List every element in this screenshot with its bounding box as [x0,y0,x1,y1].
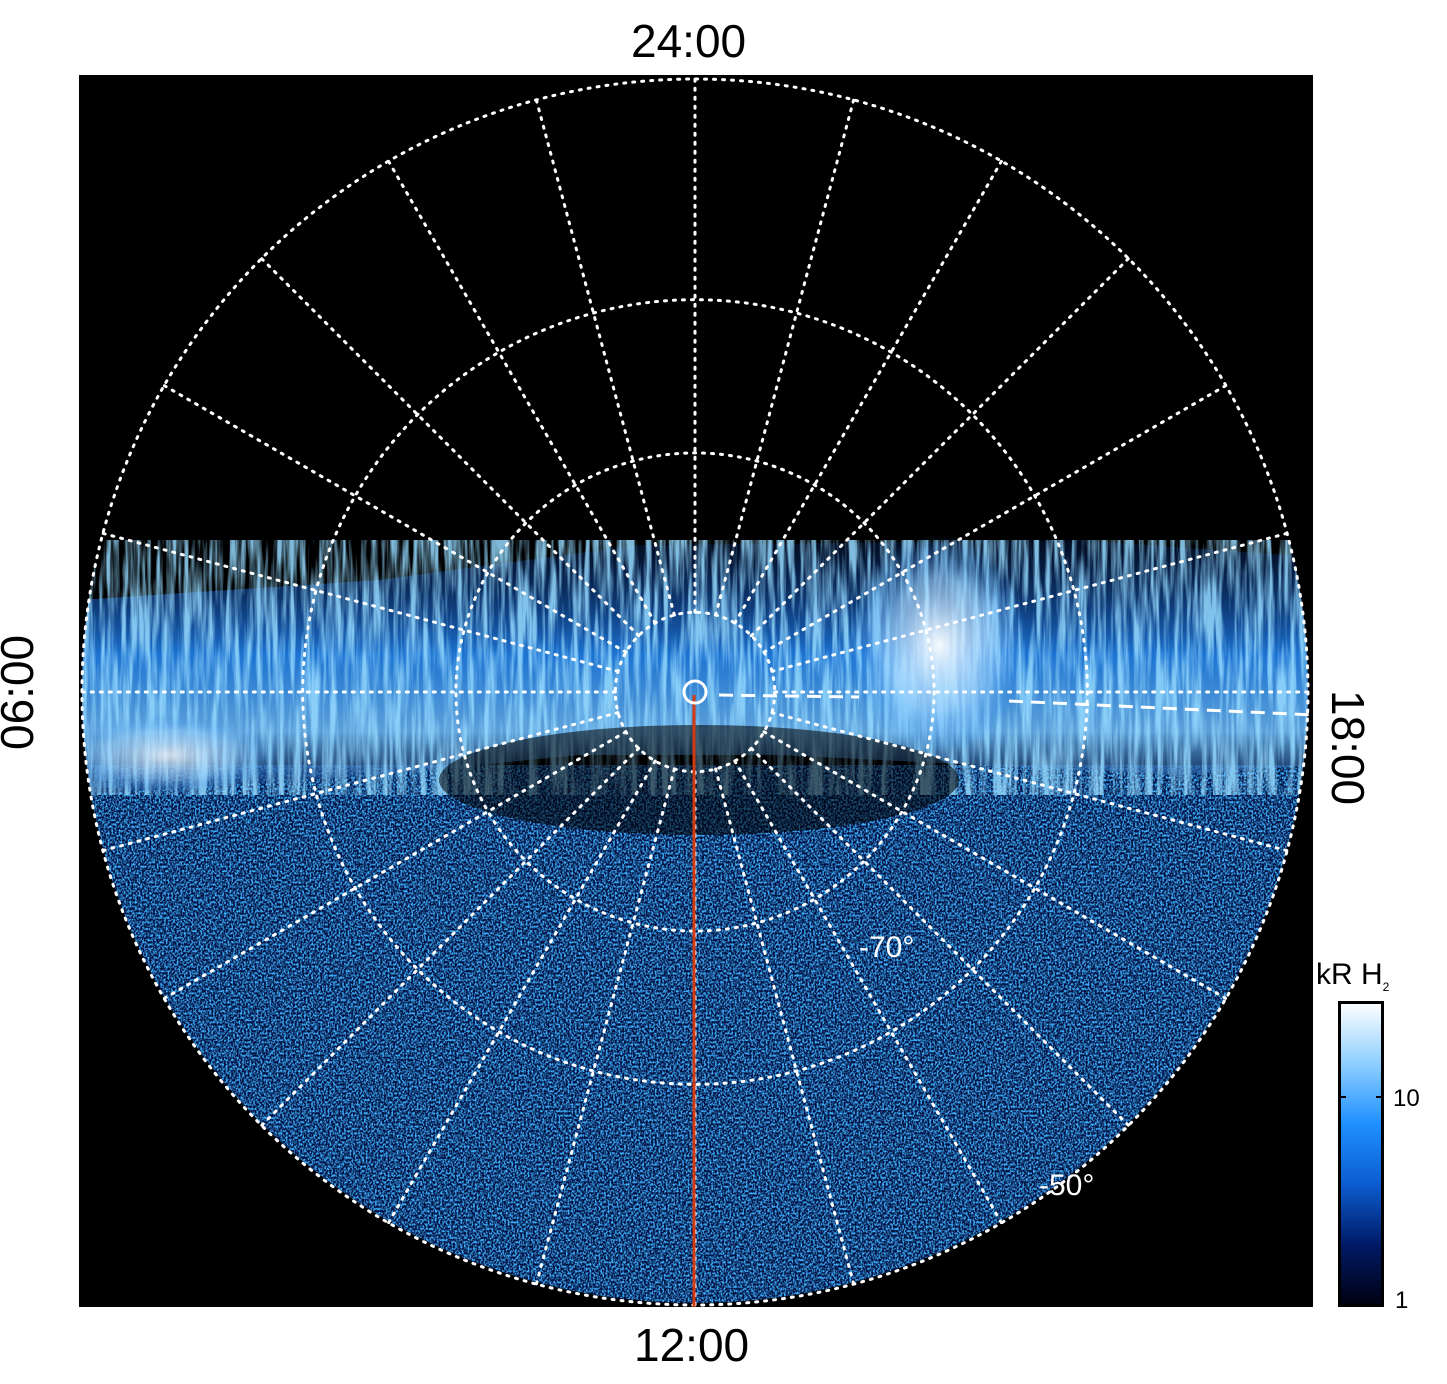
terminator-dashed-line [718,693,1313,717]
polar-projection-map: -70° -50° [79,75,1313,1307]
local-time-meridian [101,531,620,673]
local-time-meridian [770,711,1289,853]
local-time-meridian [534,767,676,1286]
local-time-meridian [749,746,1130,1127]
pole-marker [682,679,708,705]
colorbar-title-sub: 2 [1382,980,1390,994]
colorbar-tick-10: 10 [1393,1085,1420,1112]
latitude-circle [454,451,936,933]
local-time-meridian [733,759,1003,1225]
local-time-meridian [387,159,657,625]
local-time-meridian [534,98,676,617]
local-time-label-12: 12:00 [634,1319,750,1371]
local-time-label-18-text: 18:00 [1322,690,1374,806]
latitude-circle [301,298,1089,1086]
local-time-meridian [714,767,856,1286]
colorbar-title: kR H2 [1316,958,1389,994]
local-time-meridian [762,384,1228,654]
colorbar [1338,1001,1384,1307]
latitude-label-50: -50° [1039,1169,1094,1202]
polar-grid [80,77,1310,1307]
local-time-meridian [162,730,628,1000]
local-time-label-24: 24:00 [631,15,747,67]
local-time-label-06-text: 06:00 [0,634,43,750]
local-time-meridian [762,730,1228,1000]
local-time-meridian [749,257,1130,638]
local-time-meridian [101,711,620,853]
local-time-meridian [260,257,641,638]
local-time-meridian [770,531,1289,673]
local-time-meridian [162,384,628,654]
local-time-meridian [260,746,641,1127]
colorbar-title-main: kR H [1316,958,1383,991]
bright-emission-region [849,535,1029,755]
latitude-label-70: -70° [859,931,914,964]
local-time-meridian [733,159,1003,625]
local-time-meridian [714,98,856,617]
colorbar-tick-1: 1 [1395,1287,1409,1314]
local-time-meridian [387,759,657,1225]
